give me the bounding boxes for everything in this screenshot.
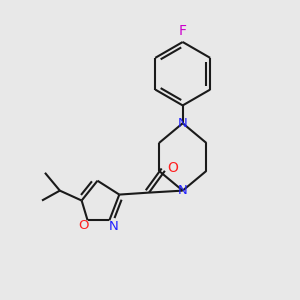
Text: O: O xyxy=(167,161,178,175)
Text: O: O xyxy=(78,219,89,232)
Text: F: F xyxy=(179,24,187,38)
Text: N: N xyxy=(178,184,188,197)
Text: N: N xyxy=(109,220,118,233)
Text: N: N xyxy=(178,117,188,130)
